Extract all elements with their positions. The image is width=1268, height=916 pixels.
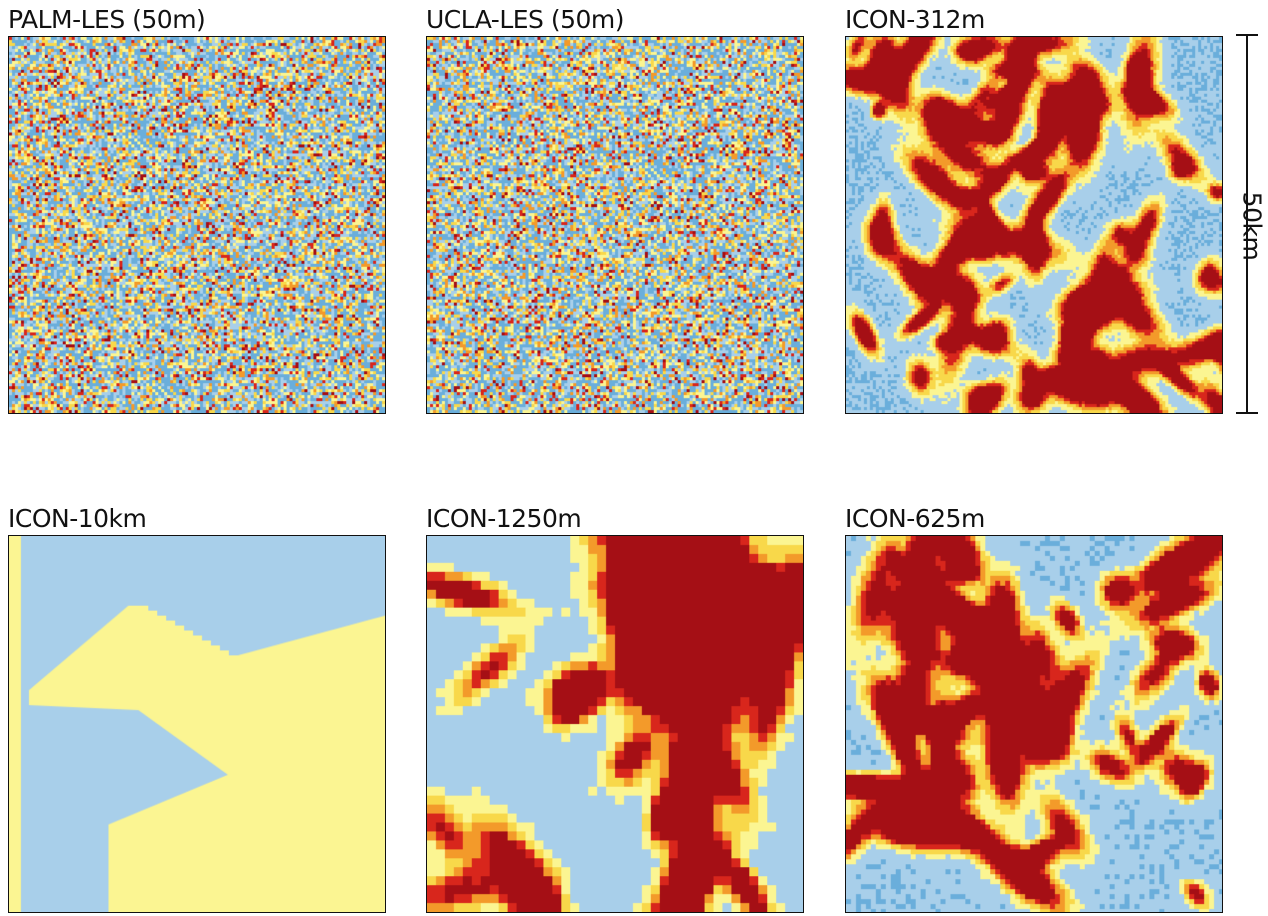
panel-title-ucla: UCLA-LES (50m): [426, 5, 625, 34]
scale-bar-bottom-cap: [1236, 412, 1258, 414]
panel-title-icon312: ICON-312m: [845, 5, 985, 34]
field-image-icon10: [9, 536, 385, 912]
map-panel-palm: [8, 36, 386, 414]
scale-bar-line: [1246, 34, 1248, 414]
field-image-icon1250: [427, 536, 803, 912]
scale-bar-top-cap: [1236, 34, 1258, 36]
field-image-palm: [9, 37, 385, 413]
panel-title-palm: PALM-LES (50m): [8, 5, 206, 34]
map-panel-icon312: [845, 36, 1223, 414]
panel-title-icon10: ICON-10km: [8, 504, 147, 533]
scale-label: 50km: [1237, 191, 1267, 261]
map-panel-icon625: [845, 535, 1223, 913]
map-panel-icon1250: [426, 535, 804, 913]
panel-title-icon1250: ICON-1250m: [426, 504, 582, 533]
map-panel-ucla: [426, 36, 804, 414]
field-image-icon625: [846, 536, 1222, 912]
map-panel-icon10: [8, 535, 386, 913]
field-image-ucla: [427, 37, 803, 413]
field-image-icon312: [846, 37, 1222, 413]
panel-title-icon625: ICON-625m: [845, 504, 985, 533]
scale-bar: [1236, 34, 1258, 414]
